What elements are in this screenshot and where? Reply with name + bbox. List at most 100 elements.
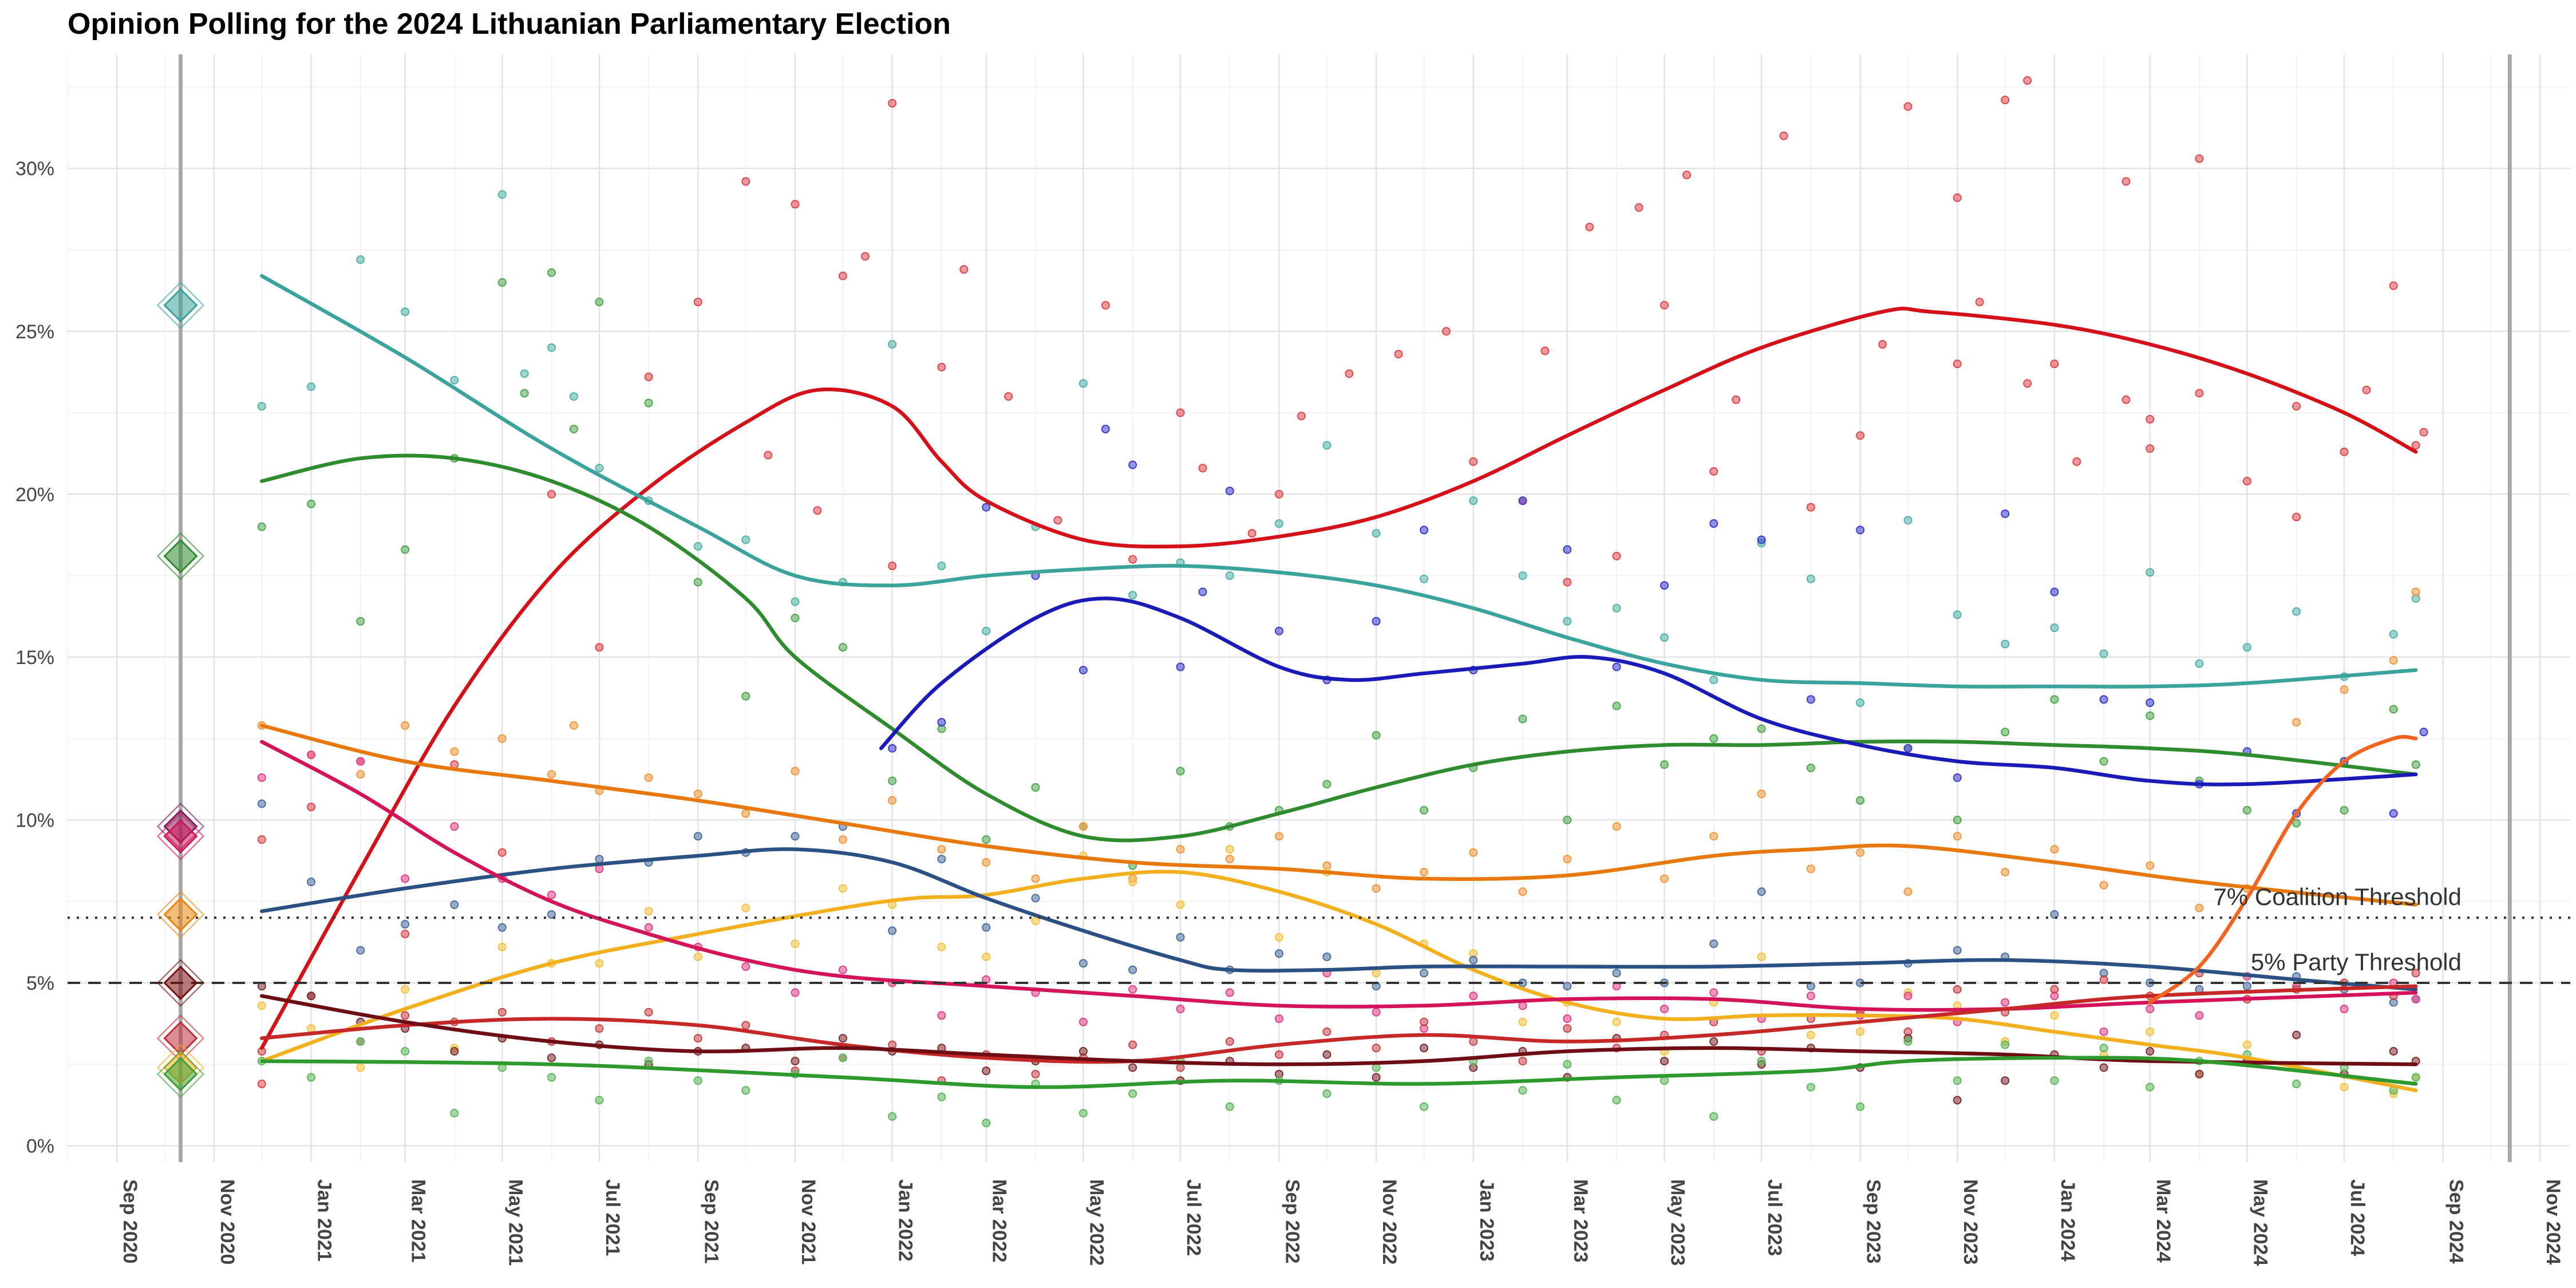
x-tick-label: Sep 2023	[1863, 1179, 1884, 1263]
poll-point	[1518, 887, 1527, 896]
poll-point	[2146, 414, 2155, 424]
poll-point	[401, 545, 410, 554]
poll-point	[1176, 933, 1185, 942]
poll-point	[450, 376, 459, 385]
poll-point	[1660, 1005, 1669, 1014]
poll-point	[1176, 1005, 1185, 1014]
poll-point	[2389, 809, 2398, 818]
poll-point	[791, 832, 800, 841]
poll-point	[1128, 965, 1137, 974]
poll-point	[1903, 1037, 1913, 1046]
poll-point	[1612, 1017, 1621, 1026]
poll-point	[1709, 1037, 1718, 1046]
poll-point	[569, 721, 578, 730]
poll-point	[1709, 675, 1718, 685]
poll-point	[547, 910, 556, 919]
poll-point	[1274, 1014, 1283, 1024]
x-tick-label: May 2021	[504, 1179, 526, 1266]
poll-point	[401, 721, 410, 730]
trend-line	[260, 274, 2418, 689]
x-tick-label: Sep 2024	[2445, 1179, 2467, 1264]
poll-point	[1518, 1057, 1527, 1066]
poll-point	[982, 835, 991, 844]
poll-point	[1903, 991, 1913, 1001]
poll-point	[1660, 633, 1669, 642]
y-tick-label: 30%	[15, 158, 54, 180]
poll-point	[1732, 395, 1741, 404]
poll-point	[2340, 447, 2349, 456]
poll-point	[1078, 666, 1088, 675]
poll-point	[1128, 591, 1137, 600]
poll-point	[888, 776, 897, 785]
poll-point	[497, 942, 507, 951]
poll-point	[1469, 457, 1478, 466]
poll-point	[401, 985, 410, 994]
poll-point	[2099, 1044, 2108, 1053]
trend-line	[260, 453, 2418, 843]
chart-title: Opinion Polling for the 2024 Lithuanian …	[68, 7, 951, 41]
poll-point	[982, 626, 991, 635]
poll-point	[1806, 574, 1815, 583]
poll-point	[1856, 796, 1865, 805]
poll-point	[1518, 1086, 1527, 1095]
poll-point	[2099, 1027, 2108, 1036]
poll-point	[2242, 477, 2251, 486]
poll-point	[2340, 1005, 2349, 1014]
poll-point	[257, 835, 266, 844]
poll-point	[1372, 1073, 1381, 1082]
poll-point	[741, 692, 750, 701]
poll-point	[450, 900, 459, 909]
y-tick-label: 0%	[26, 1136, 54, 1157]
poll-point	[1806, 695, 1815, 704]
poll-point	[1903, 102, 1913, 111]
poll-point	[959, 265, 969, 274]
poll-point	[1345, 369, 1354, 378]
poll-point	[307, 1024, 316, 1033]
poll-point	[791, 614, 800, 623]
poll-point	[497, 190, 507, 199]
poll-point	[2050, 359, 2059, 369]
threshold-label: 5% Party Threshold	[2251, 949, 2462, 975]
poll-point	[2362, 385, 2371, 394]
poll-point	[1612, 662, 1621, 671]
poll-point	[1274, 832, 1283, 841]
trend-line	[260, 724, 2418, 907]
poll-point	[1078, 822, 1088, 831]
poll-point	[1563, 982, 1572, 991]
poll-point	[838, 884, 847, 893]
poll-point	[2023, 76, 2032, 85]
poll-point	[644, 923, 653, 932]
poll-point	[1225, 487, 1234, 496]
trend-line	[879, 596, 2418, 787]
poll-point	[1128, 1040, 1137, 1049]
poll-point	[547, 268, 556, 277]
poll-point	[1198, 464, 1207, 473]
poll-point	[307, 499, 316, 508]
poll-point	[1128, 878, 1137, 887]
poll-point	[2001, 998, 2010, 1007]
poll-point	[1469, 496, 1478, 505]
poll-point	[1779, 131, 1788, 140]
poll-point	[307, 382, 316, 391]
poll-point	[1806, 1082, 1815, 1092]
poll-point	[2121, 177, 2131, 186]
poll-point	[2195, 903, 2204, 912]
poll-point	[520, 369, 529, 378]
poll-point	[1953, 815, 1962, 824]
poll-point	[1634, 203, 1643, 212]
poll-point	[595, 1024, 604, 1033]
poll-point	[937, 1011, 946, 1020]
poll-point	[1420, 1102, 1429, 1111]
poll-point	[888, 926, 897, 935]
poll-point	[1612, 1096, 1621, 1105]
poll-point	[547, 890, 556, 899]
poll-point	[2050, 985, 2059, 994]
poll-point	[2146, 1082, 2155, 1092]
poll-point	[2121, 395, 2131, 404]
election-result-diamond	[163, 965, 198, 1001]
poll-point	[2411, 969, 2420, 978]
x-tick-label: Jan 2024	[2057, 1179, 2079, 1262]
poll-point	[1757, 952, 1766, 961]
election-result-diamond	[163, 1057, 198, 1092]
poll-point	[1420, 805, 1429, 815]
